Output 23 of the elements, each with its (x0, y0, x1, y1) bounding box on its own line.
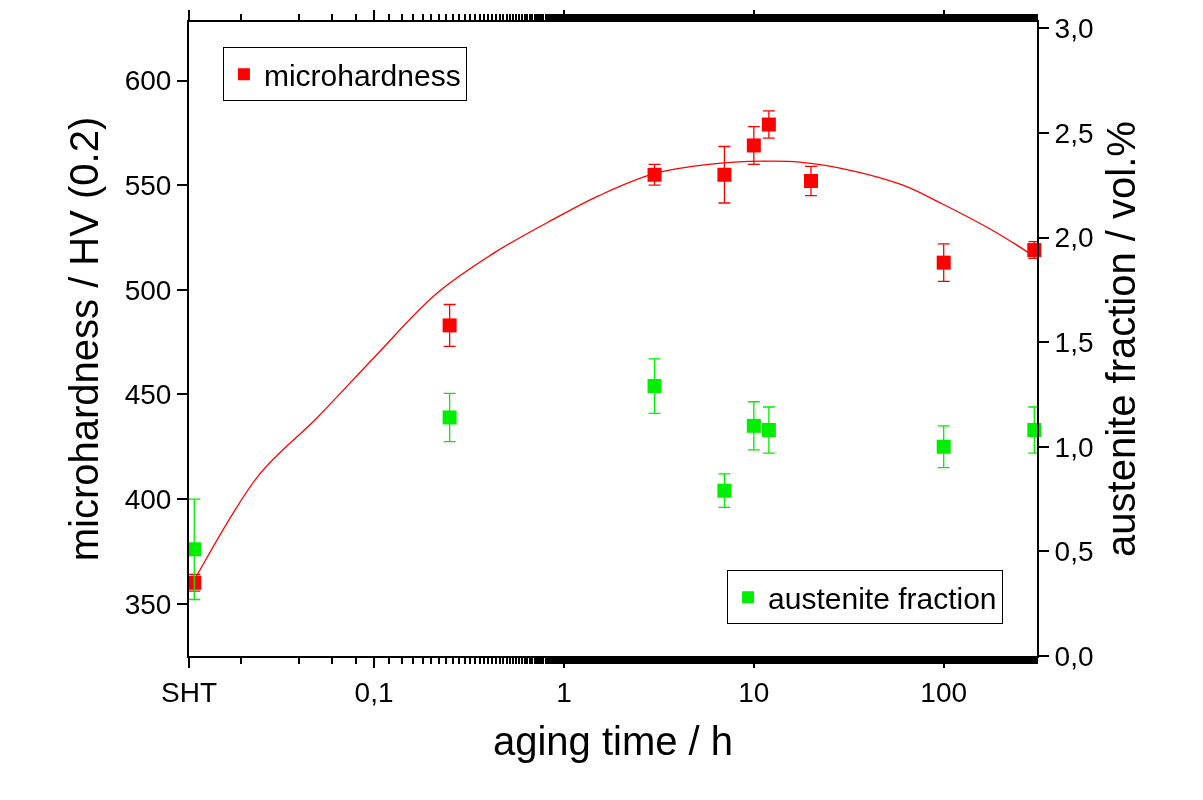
x-tick-label: 1 (556, 676, 572, 708)
y2-tick-label: 0,0 (1054, 640, 1094, 672)
y2-tick-label: 2,5 (1054, 117, 1094, 149)
x-tick-label: 0,1 (354, 676, 394, 708)
x-tick-label: 100 (920, 676, 968, 708)
x-axis-title: aging time / h (492, 718, 734, 763)
y2-tick-label: 1,5 (1054, 326, 1094, 358)
y-tick-label: 600 (124, 65, 172, 97)
y2-axis-title: austenite fraction / vol.% (1098, 121, 1143, 557)
legend-label: microhardness (263, 59, 461, 93)
y-tick-label: 450 (124, 379, 172, 411)
y-tick-label: 350 (124, 588, 172, 620)
y2-tick-label: 1,0 (1054, 431, 1094, 463)
y-tick-label: 550 (124, 170, 172, 202)
y2-tick-label: 2,0 (1054, 222, 1094, 254)
legend-label: austenite fraction (768, 582, 997, 615)
y2-tick-label: 0,5 (1054, 536, 1094, 568)
x-tick-label: SHT (161, 676, 217, 708)
y-tick-label: 400 (124, 483, 172, 515)
y-tick-label: 500 (124, 274, 172, 306)
y2-tick-label: 3,0 (1054, 13, 1094, 45)
y-axis-title: microhardness / HV (0.2) (61, 116, 106, 562)
x-tick-label: 10 (738, 676, 770, 708)
